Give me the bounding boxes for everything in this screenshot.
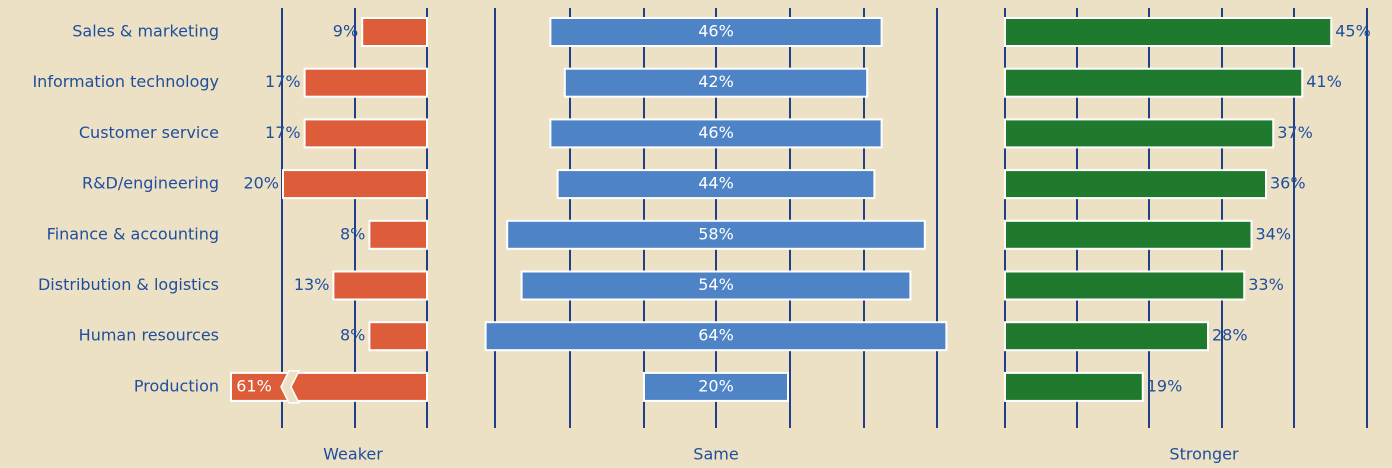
- weaker-value-label-production: 61%: [236, 376, 272, 395]
- same-value-label-r-d-engineering: 44%: [698, 174, 734, 193]
- stronger-value-label-distribution-logistics: 33%: [1248, 275, 1284, 294]
- stronger-value-label-r-d-engineering: 36%: [1270, 174, 1306, 193]
- stronger-bar-human-resources: [1004, 321, 1209, 352]
- weaker-bar-finance-accounting: [368, 219, 428, 250]
- weaker-value-label-information-technology: 17%: [265, 72, 301, 91]
- category-label-customer-service: Customer service: [79, 123, 219, 142]
- stronger-value-label-finance-accounting: 34%: [1256, 224, 1292, 243]
- weaker-bar-distribution-logistics: [332, 270, 428, 301]
- stronger-value-label-sales-marketing: 45%: [1335, 22, 1371, 41]
- stronger-bar-sales-marketing: [1004, 17, 1333, 47]
- category-label-distribution-logistics: Distribution & logistics: [38, 275, 219, 294]
- weaker-bar-customer-service: [303, 118, 429, 149]
- weaker-value-label-customer-service: 17%: [265, 123, 301, 142]
- same-value-label-distribution-logistics: 54%: [698, 275, 734, 294]
- same-bar-customer-service: [549, 118, 883, 149]
- weaker-panel-title: Weaker: [323, 445, 383, 464]
- category-label-production: Production: [134, 376, 219, 395]
- stronger-value-label-human-resources: 28%: [1212, 326, 1248, 345]
- same-bar-sales-marketing: [549, 17, 883, 47]
- category-label-r-d-engineering: R&D/engineering: [82, 174, 219, 193]
- same-value-label-production: 20%: [698, 376, 734, 395]
- category-label-finance-accounting: Finance & accounting: [47, 224, 219, 243]
- weaker-bar-human-resources: [368, 321, 428, 352]
- same-bar-production: [643, 371, 789, 402]
- same-bar-r-d-engineering: [556, 169, 876, 200]
- axis-break-mark: [280, 370, 301, 404]
- same-value-label-information-technology: 42%: [698, 72, 734, 91]
- same-value-label-finance-accounting: 58%: [698, 224, 734, 243]
- stronger-bar-distribution-logistics: [1004, 270, 1246, 301]
- weaker-bar-r-d-engineering: [282, 169, 428, 200]
- weaker-value-label-sales-marketing: 9%: [333, 22, 358, 41]
- stronger-bar-finance-accounting: [1004, 219, 1253, 250]
- same-bar-information-technology: [563, 67, 869, 98]
- stronger-bar-customer-service: [1004, 118, 1275, 149]
- stronger-value-label-customer-service: 37%: [1277, 123, 1313, 142]
- category-label-sales-marketing: Sales & marketing: [72, 22, 219, 41]
- same-bar-human-resources: [484, 321, 948, 352]
- weaker-bar-sales-marketing: [361, 17, 429, 47]
- same-value-label-human-resources: 64%: [698, 326, 734, 345]
- weaker-bar-information-technology: [303, 67, 429, 98]
- category-label-information-technology: Information technology: [32, 72, 219, 91]
- same-value-label-sales-marketing: 46%: [698, 22, 734, 41]
- weaker-value-label-distribution-logistics: 13%: [294, 275, 330, 294]
- stronger-value-label-production: 19%: [1147, 376, 1183, 395]
- same-bar-finance-accounting: [506, 219, 926, 250]
- stronger-bar-information-technology: [1004, 67, 1304, 98]
- stronger-panel-title: Stronger: [1169, 445, 1239, 464]
- same-panel-title: Same: [693, 445, 738, 464]
- stronger-bar-r-d-engineering: [1004, 169, 1267, 200]
- same-value-label-customer-service: 46%: [698, 123, 734, 142]
- same-bar-distribution-logistics: [520, 270, 912, 301]
- weaker-bar-production: [230, 371, 428, 402]
- weaker-value-label-finance-accounting: 8%: [340, 224, 365, 243]
- stronger-bar-production: [1004, 371, 1144, 402]
- weaker-value-label-human-resources: 8%: [340, 326, 365, 345]
- stronger-value-label-information-technology: 41%: [1306, 72, 1342, 91]
- category-label-human-resources: Human resources: [79, 326, 219, 345]
- weaker-value-label-r-d-engineering: 20%: [243, 174, 279, 193]
